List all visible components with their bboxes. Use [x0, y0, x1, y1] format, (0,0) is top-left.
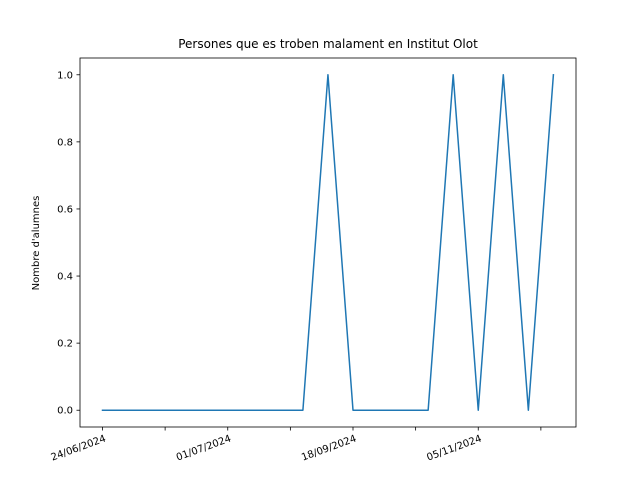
y-tick-label: 0.2 — [57, 339, 73, 350]
y-tick-label: 0.0 — [57, 406, 73, 417]
plot-frame — [79, 57, 577, 428]
y-tick-label: 0.4 — [57, 272, 73, 283]
x-tick-label: 18/09/2024 — [300, 433, 358, 463]
chart-title: Persones que es troben malament en Insti… — [178, 37, 478, 51]
y-tick-label: 0.8 — [57, 137, 73, 148]
x-tick-label: 01/07/2024 — [175, 433, 233, 463]
y-tick-label: 0.6 — [57, 204, 73, 215]
y-axis-label: Nombre d'alumnes — [31, 196, 42, 291]
x-tick-label: 05/11/2024 — [425, 433, 483, 463]
x-tick-label: 24/06/2024 — [50, 433, 108, 463]
series-line — [101, 73, 555, 411]
plot-area: 0.0 0.2 0.4 0.6 0.8 1.0 24/06/2024 01/07/2024 18… — [50, 57, 577, 464]
y-tick-label: 1.0 — [57, 70, 73, 81]
